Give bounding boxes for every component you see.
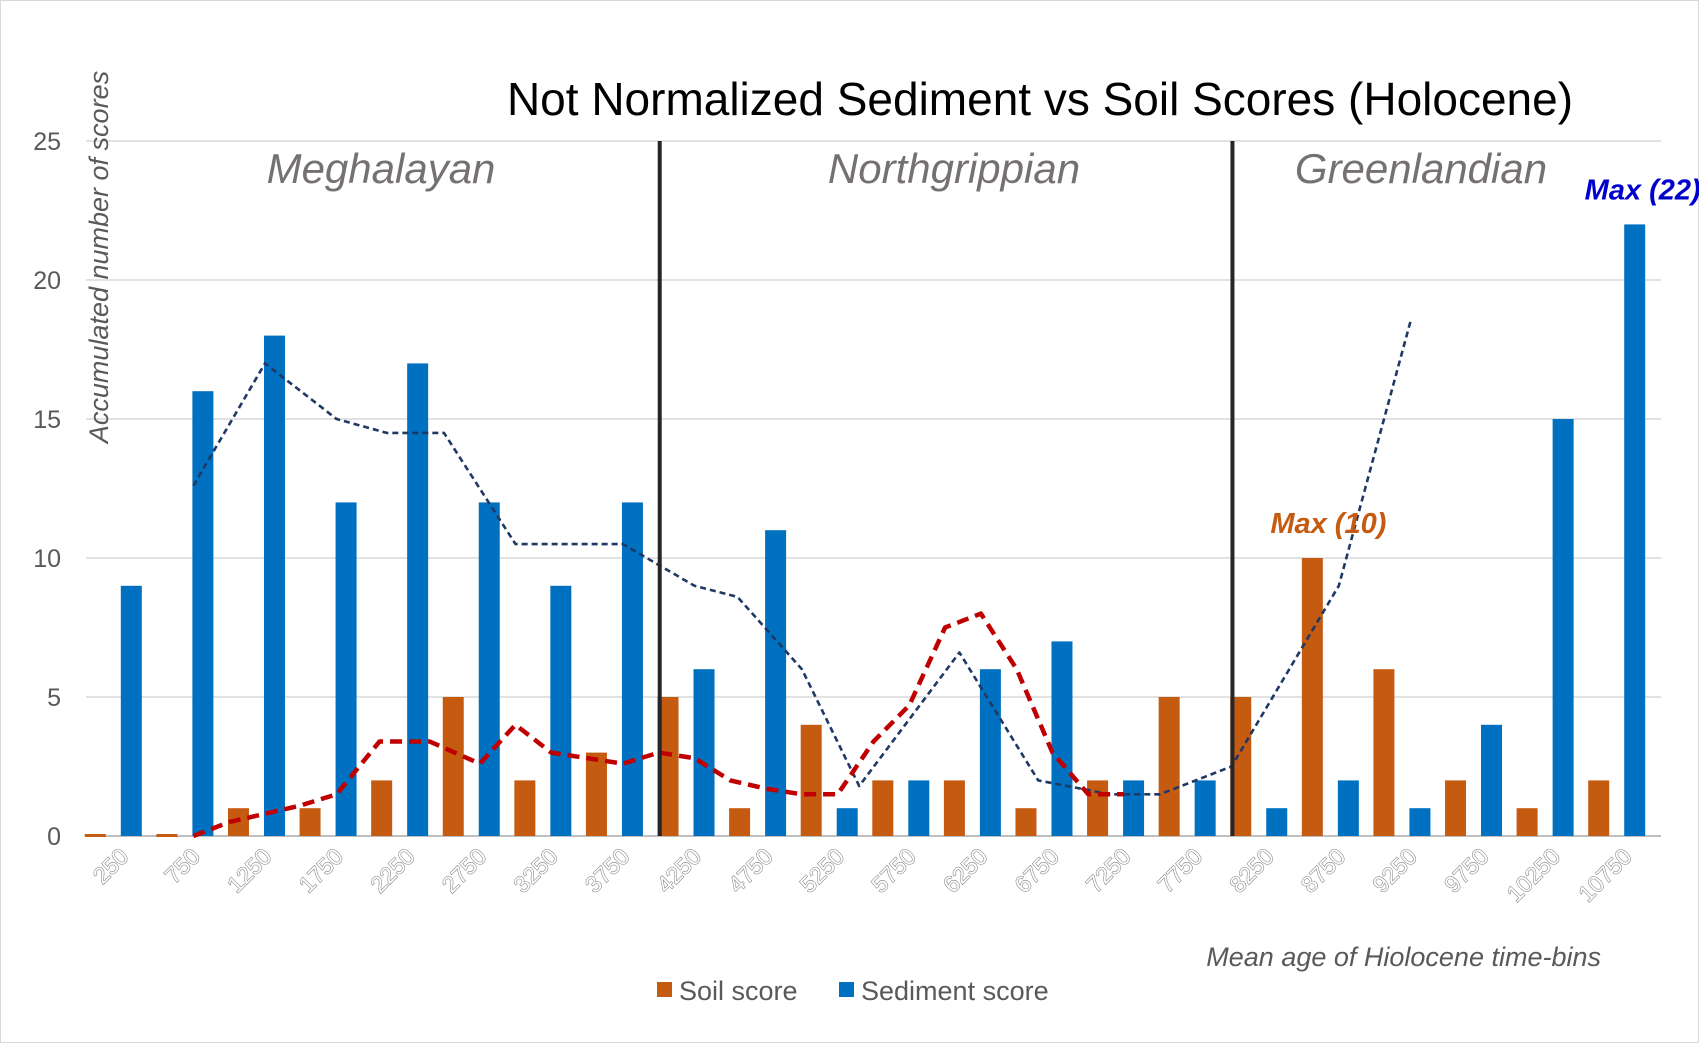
epoch-meghalayan: Meghalayan bbox=[267, 145, 496, 192]
x-tick-label: 10750 bbox=[1573, 843, 1637, 907]
soil-bar-4250 bbox=[657, 697, 679, 836]
x-tick-label: 4750 bbox=[723, 843, 778, 898]
y-tick-label: 20 bbox=[33, 267, 61, 295]
x-tick-label: 7250 bbox=[1081, 843, 1136, 898]
y-tick-label: 25 bbox=[33, 128, 61, 156]
soil-bar-2250 bbox=[371, 780, 393, 836]
y-tick-label: 15 bbox=[33, 406, 61, 434]
x-tick-label: 9750 bbox=[1439, 843, 1494, 898]
sediment-bar-4750 bbox=[765, 530, 787, 836]
soil-max-label: Max (10) bbox=[1270, 508, 1386, 540]
x-axis-label: Mean age of Hiolocene time-bins bbox=[1206, 942, 1601, 972]
sediment-trendline bbox=[192, 321, 1412, 796]
soil-bar-9750 bbox=[1445, 780, 1467, 836]
soil-bar-10250 bbox=[1516, 808, 1538, 836]
sediment-bar-7250 bbox=[1123, 780, 1145, 836]
x-tick-label: 5750 bbox=[866, 843, 921, 898]
x-tick-label: 6750 bbox=[1009, 843, 1064, 898]
x-tick-label: 8750 bbox=[1296, 843, 1351, 898]
soil-bar-4750 bbox=[729, 808, 751, 836]
soil-trendline bbox=[192, 611, 1125, 839]
soil-bar-10750 bbox=[1588, 780, 1610, 836]
sediment-bar-6750 bbox=[1051, 641, 1073, 836]
x-tick-label: 4250 bbox=[651, 843, 706, 898]
soil-bar-base-250 bbox=[84, 834, 106, 837]
soil-bar-7750 bbox=[1158, 697, 1180, 836]
legend-soil-label: Soil score bbox=[679, 976, 798, 1006]
x-tick-label: 6250 bbox=[938, 843, 993, 898]
soil-bar-9250 bbox=[1373, 669, 1395, 836]
y-tick-label: 10 bbox=[33, 545, 61, 573]
sediment-bar-8750 bbox=[1337, 780, 1359, 836]
x-tick-label: 2750 bbox=[437, 843, 492, 898]
sediment-bar-1250 bbox=[263, 335, 285, 836]
x-tick-label: 750 bbox=[159, 843, 205, 889]
soil-bar-6250 bbox=[943, 780, 965, 836]
x-tick-label: 10250 bbox=[1502, 843, 1566, 907]
y-axis-label: Accumulated number of scores bbox=[84, 71, 114, 445]
sediment-bar-5250 bbox=[836, 808, 858, 836]
bars bbox=[84, 224, 1646, 837]
sediment-bar-8250 bbox=[1266, 808, 1288, 836]
epoch-greenlandian: Greenlandian bbox=[1295, 145, 1547, 192]
sediment-bar-2750 bbox=[478, 502, 500, 836]
soil-bar-7250 bbox=[1087, 780, 1109, 836]
x-tick-label: 2250 bbox=[365, 843, 420, 898]
x-tick-label: 9250 bbox=[1367, 843, 1422, 898]
soil-bar-3750 bbox=[585, 752, 607, 836]
legend-soil-swatch bbox=[657, 982, 672, 997]
soil-bar-1750 bbox=[299, 808, 321, 836]
chart-title: Not Normalized Sediment vs Soil Scores (… bbox=[507, 73, 1573, 125]
x-tick-label: 5250 bbox=[795, 843, 850, 898]
sediment-bar-7750 bbox=[1194, 780, 1216, 836]
x-tick-label: 7750 bbox=[1153, 843, 1208, 898]
x-tick-label: 1250 bbox=[222, 843, 277, 898]
soil-bar-6750 bbox=[1015, 808, 1037, 836]
sediment-bar-4250 bbox=[693, 669, 715, 836]
x-tick-label: 3250 bbox=[508, 843, 563, 898]
x-tick-label: 1750 bbox=[294, 843, 349, 898]
x-tick-label: 250 bbox=[88, 843, 134, 889]
soil-bar-5250 bbox=[800, 724, 822, 836]
sediment-bar-6250 bbox=[979, 669, 1001, 836]
sediment-bar-9750 bbox=[1481, 724, 1503, 836]
soil-bar-8250 bbox=[1230, 697, 1252, 836]
legend-sediment-swatch bbox=[839, 982, 854, 997]
trendlines bbox=[192, 321, 1412, 839]
sediment-max-label: Max (22) bbox=[1585, 174, 1699, 206]
soil-bar-2750 bbox=[442, 697, 464, 836]
legend-sediment-label: Sediment score bbox=[861, 976, 1049, 1006]
y-tick-label: 0 bbox=[47, 823, 61, 851]
sediment-bar-10750 bbox=[1624, 224, 1646, 836]
sediment-bar-1750 bbox=[335, 502, 357, 836]
epoch-dividers bbox=[657, 141, 1235, 836]
sediment-bar-5750 bbox=[908, 780, 930, 836]
soil-bar-3250 bbox=[514, 780, 536, 836]
y-tick-label: 5 bbox=[47, 684, 61, 712]
epoch-northgrippian: Northgrippian bbox=[828, 145, 1080, 192]
sediment-bar-750 bbox=[192, 391, 214, 836]
sediment-bar-250 bbox=[120, 585, 142, 836]
sediment-bar-3250 bbox=[550, 585, 572, 836]
soil-bar-base-750 bbox=[156, 834, 178, 837]
sediment-bar-2250 bbox=[407, 363, 429, 836]
sediment-bar-10250 bbox=[1552, 419, 1574, 836]
soil-bar-5750 bbox=[872, 780, 894, 836]
sediment-bar-3750 bbox=[621, 502, 643, 836]
x-tick-label: 3750 bbox=[580, 843, 635, 898]
x-tick-label: 8250 bbox=[1224, 843, 1279, 898]
gridlines bbox=[86, 140, 1661, 837]
sediment-bar-9250 bbox=[1409, 808, 1431, 836]
soil-bar-8750 bbox=[1301, 558, 1323, 836]
